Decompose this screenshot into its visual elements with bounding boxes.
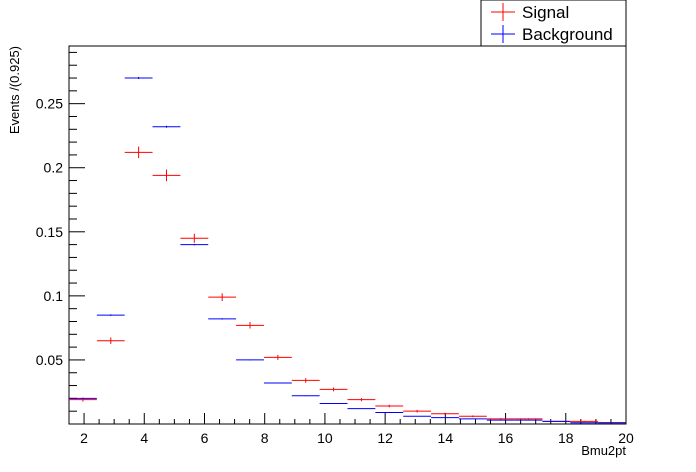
data-point-signal [319, 387, 348, 392]
legend-label-background: Background [522, 25, 613, 44]
legend: Signal Background [480, 0, 627, 47]
x-tick-label: 2 [80, 430, 88, 446]
y-tick-label: 0.15 [36, 224, 63, 240]
data-point-background [236, 359, 264, 361]
data-point-background [263, 382, 292, 384]
x-tick-label: 14 [438, 430, 454, 446]
data-point-signal [180, 233, 209, 243]
legend-label-signal: Signal [522, 3, 569, 22]
x-tick-label: 10 [317, 430, 333, 446]
data-point-signal [152, 169, 181, 182]
legend-entry-signal: Signal [491, 3, 569, 22]
data-point-background [375, 411, 404, 413]
x-axis: 2 4 6 8 10 12 14 16 18 20 [68, 413, 634, 446]
data-point-signal [96, 337, 125, 344]
data-point-background [291, 395, 320, 397]
y-tick-label: 0.25 [36, 96, 63, 112]
data-point-background [403, 415, 432, 417]
data-point-signal [570, 420, 599, 422]
legend-box [480, 0, 627, 47]
y-tick-label: 0.1 [44, 288, 64, 304]
series-signal [69, 146, 626, 424]
data-point-background [180, 243, 209, 246]
data-point-signal [291, 378, 320, 383]
data-point-signal [208, 293, 237, 301]
data-point-background [124, 77, 153, 80]
x-tick-label: 20 [618, 430, 634, 446]
data-point-background [431, 417, 459, 419]
y-axis: 0.05 0.1 0.15 0.2 0.25 [36, 51, 85, 412]
data-point-signal [375, 404, 404, 408]
x-axis-title: Bmu2pt [581, 443, 626, 458]
legend-entry-background: Background [491, 25, 613, 44]
data-point-background [208, 318, 237, 320]
data-point-background [152, 125, 181, 128]
data-point-signal [431, 412, 459, 415]
data-series [69, 77, 626, 424]
data-point-signal [263, 354, 292, 360]
data-point-background [347, 408, 376, 410]
x-tick-label: 6 [201, 430, 209, 446]
data-point-background [69, 397, 97, 399]
series-background [69, 77, 626, 424]
plot-frame [68, 45, 627, 425]
x-tick-label: 8 [261, 430, 269, 446]
x-tick-label: 16 [498, 430, 514, 446]
data-point-background [319, 402, 348, 404]
data-point-signal [124, 146, 153, 159]
data-point-signal [458, 415, 487, 418]
x-tick-label: 18 [558, 430, 574, 446]
x-tick-label: 4 [140, 430, 148, 446]
data-point-background [96, 314, 125, 316]
data-point-signal [403, 409, 432, 413]
y-tick-label: 0.2 [44, 160, 64, 176]
data-point-signal [236, 322, 264, 329]
data-point-signal [514, 418, 543, 420]
x-tick-label: 12 [377, 430, 393, 446]
data-point-signal [347, 398, 376, 402]
y-tick-label: 0.05 [36, 352, 63, 368]
y-axis-title: Events /(0.925) [7, 46, 22, 134]
data-point-signal [486, 418, 515, 420]
